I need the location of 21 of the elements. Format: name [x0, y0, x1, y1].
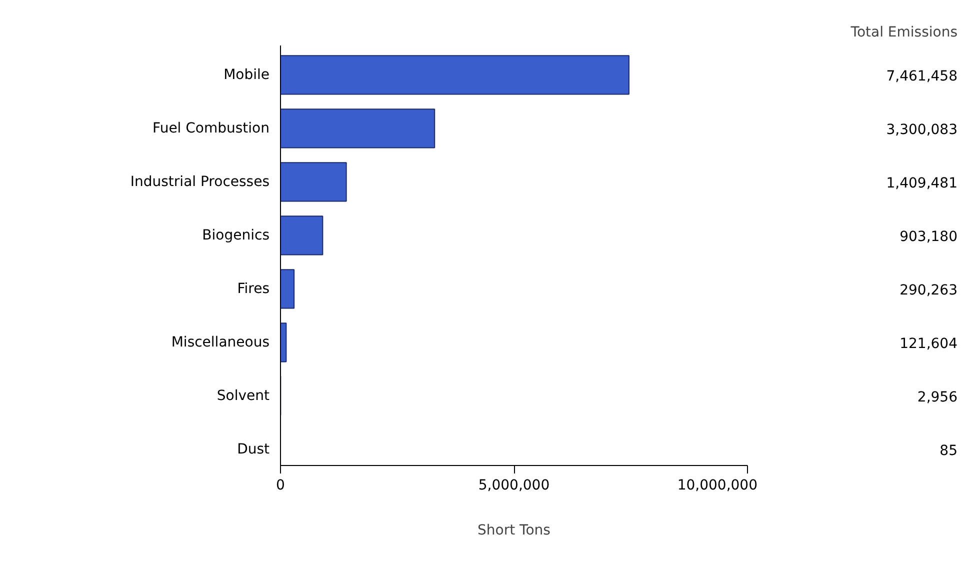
y-tick-label: Mobile	[224, 66, 270, 83]
x-axis-title: Short Tons	[478, 522, 550, 538]
x-tick-label: 5,000,000	[478, 478, 550, 494]
data-label: 85	[940, 442, 958, 459]
data-label: 2,956	[917, 389, 958, 406]
text: Total Emissions	[850, 24, 958, 40]
y-tick-label: Solvent	[216, 388, 270, 404]
y-tick-label: Fires	[237, 280, 270, 297]
y-tick-label: Industrial Processes	[130, 174, 270, 190]
x-tick-label: 0	[276, 478, 285, 494]
data-label: 7,461,458	[886, 68, 958, 84]
data-label: 1,409,481	[886, 175, 958, 192]
y-tick-label: Fuel Combustion	[152, 120, 270, 136]
y-tick-label: Miscellaneous	[171, 334, 270, 350]
data-label: 121,604	[900, 336, 958, 352]
y-tick-label: Biogenics	[202, 227, 270, 244]
data-label: 290,263	[900, 282, 958, 298]
x-tick-label: 10,000,000	[677, 478, 758, 494]
data-label: 903,180	[900, 228, 958, 245]
y-tick-label: Dust	[237, 441, 270, 458]
data-label: 3,300,083	[886, 122, 958, 138]
